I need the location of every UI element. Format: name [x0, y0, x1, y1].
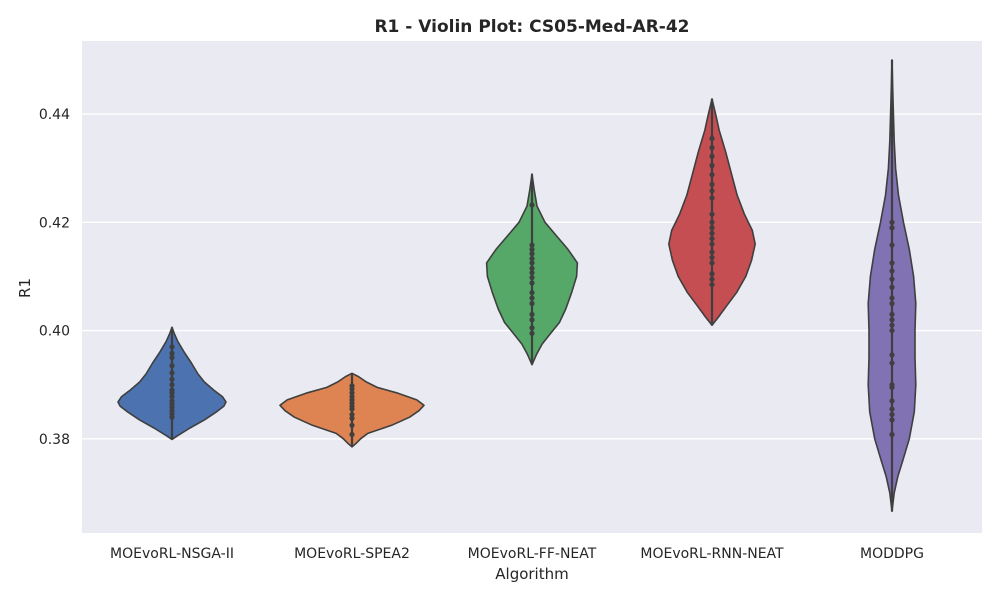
data-point	[889, 242, 895, 248]
violin-MOEvoRL-FF-NEAT	[485, 173, 579, 366]
data-point	[709, 225, 715, 231]
data-point	[889, 317, 895, 323]
data-point	[709, 260, 715, 266]
data-point	[709, 235, 715, 242]
violin-MOEvoRL-RNN-NEAT	[668, 98, 756, 326]
data-point	[709, 271, 715, 277]
data-point	[709, 172, 715, 178]
y-tick-labels: 0.38 0.40 0.42 0.44	[39, 107, 70, 448]
violin-MOEvoRL-NSGA-II	[117, 326, 227, 441]
data-point	[529, 251, 535, 257]
data-point	[889, 311, 895, 317]
data-point	[529, 274, 535, 281]
data-point	[349, 406, 355, 412]
data-point	[889, 322, 895, 328]
data-point	[709, 276, 715, 282]
data-point	[889, 406, 895, 412]
x-axis-label: Algorithm	[495, 565, 568, 583]
data-point	[169, 414, 175, 420]
data-point	[709, 211, 715, 217]
data-point	[169, 344, 175, 350]
data-point	[529, 246, 535, 252]
data-point	[349, 422, 355, 428]
data-point	[889, 327, 895, 334]
data-point	[169, 394, 175, 400]
data-point	[709, 241, 715, 247]
data-point	[709, 219, 715, 225]
data-point	[889, 131, 895, 137]
data-point	[529, 265, 535, 271]
x-tick-label: MOEvoRL-RNN-NEAT	[640, 546, 784, 562]
data-point	[529, 330, 535, 336]
violin-MOEvoRL-SPEA2	[279, 372, 425, 448]
data-point	[889, 411, 895, 418]
data-point	[529, 295, 535, 301]
data-point	[709, 145, 715, 151]
data-point	[529, 325, 535, 331]
data-point	[349, 415, 355, 421]
data-point	[889, 219, 895, 225]
data-point	[709, 181, 715, 188]
data-point	[709, 254, 715, 261]
data-point	[889, 284, 895, 290]
data-point	[169, 355, 175, 361]
x-tick-labels: MOEvoRL-NSGA-II MOEvoRL-SPEA2 MOEvoRL-FF-N…	[110, 546, 924, 562]
data-point	[529, 280, 535, 286]
x-tick-label: MOEvoRL-FF-NEAT	[468, 546, 597, 562]
data-point	[889, 225, 895, 231]
data-point	[169, 350, 175, 356]
data-point	[529, 260, 535, 266]
data-point	[349, 386, 355, 392]
x-tick-label: MODDPG	[860, 546, 924, 562]
x-tick-label: MOEvoRL-SPEA2	[294, 546, 410, 562]
y-tick-label: 0.42	[39, 215, 70, 231]
data-point	[889, 417, 895, 423]
data-point	[889, 276, 895, 282]
data-point	[889, 300, 895, 307]
y-axis-label: R1	[16, 278, 34, 298]
data-point	[709, 135, 715, 142]
data-point	[709, 162, 715, 169]
violin-MODDPG	[867, 59, 917, 513]
y-tick-label: 0.44	[39, 107, 70, 123]
data-point	[889, 431, 895, 438]
data-point	[709, 153, 715, 159]
data-point	[349, 411, 355, 418]
data-point	[529, 300, 535, 307]
data-point	[709, 281, 715, 288]
data-point	[529, 290, 535, 296]
data-point	[709, 188, 715, 194]
x-tick-label: MOEvoRL-NSGA-II	[110, 546, 234, 562]
data-point	[889, 384, 895, 391]
data-point	[169, 363, 175, 369]
data-point	[169, 376, 175, 382]
data-point	[889, 398, 895, 404]
violins	[117, 59, 917, 513]
data-point	[889, 360, 895, 366]
data-point	[889, 295, 895, 301]
chart-title: R1 - Violin Plot: CS05-Med-AR-42	[374, 17, 689, 37]
data-point	[889, 260, 895, 266]
data-point	[889, 268, 895, 274]
data-point	[709, 195, 715, 201]
y-tick-label: 0.38	[39, 432, 70, 448]
data-point	[889, 352, 895, 358]
data-point	[529, 202, 535, 208]
data-point	[169, 382, 175, 388]
data-point	[529, 270, 535, 276]
data-point	[169, 370, 175, 376]
data-point	[349, 431, 355, 438]
data-point	[709, 249, 715, 255]
data-point	[349, 390, 355, 396]
data-point	[529, 311, 535, 317]
data-point	[529, 242, 535, 248]
data-point	[169, 390, 175, 396]
data-point	[529, 255, 535, 262]
y-tick-label: 0.40	[39, 324, 70, 340]
data-point	[709, 230, 715, 236]
data-point	[529, 317, 535, 323]
